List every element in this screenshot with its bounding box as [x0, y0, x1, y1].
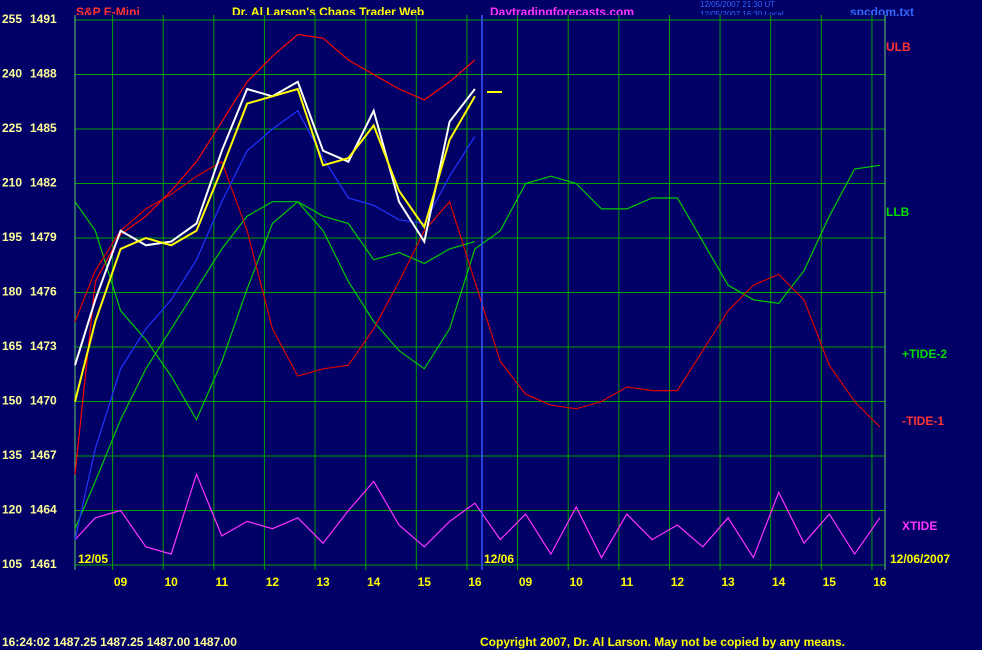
series-label: -TIDE-1 [902, 414, 944, 428]
y-tick-label: 255 [2, 12, 22, 26]
y-tick-label: 150 [2, 394, 22, 408]
series-line [74, 472, 881, 560]
date-label: 12/06/2007 [890, 552, 950, 566]
x-tick-label: 09 [114, 575, 128, 589]
x-tick-label: 13 [316, 575, 330, 589]
y2-tick-label: 1479 [30, 230, 57, 244]
series-label: +TIDE-2 [902, 347, 947, 361]
x-tick-label: 15 [823, 575, 837, 589]
x-tick-label: 13 [721, 575, 735, 589]
plot-area: 105 120 135 150 165 180 195 210 225 240 255 1461 146… [2, 12, 887, 589]
y-tick-label: 135 [2, 448, 22, 462]
y2-tick-label: 1485 [30, 121, 57, 135]
x-tick-label: 11 [620, 575, 633, 589]
y-tick-label: 225 [2, 121, 22, 135]
y-tick-label: 180 [2, 285, 22, 299]
x-tick-label: 12 [671, 575, 685, 589]
x-tick-label: 14 [772, 575, 786, 589]
series-label: ULB [886, 40, 911, 54]
y2-tick-label: 1482 [30, 176, 57, 190]
y2-tick-label: 1491 [30, 12, 57, 26]
y2-tick-label: 1467 [30, 448, 57, 462]
x-tick-label: 10 [165, 575, 179, 589]
series-label: LLB [886, 205, 910, 219]
series-line [74, 33, 476, 475]
x-tick-label: 16 [468, 575, 482, 589]
x-tick-label: 15 [418, 575, 432, 589]
x-tick-label: 12 [266, 575, 280, 589]
y-tick-label: 210 [2, 176, 22, 190]
quote: 16:24:02 1487.25 1487.25 1487.00 1487.00 [2, 635, 237, 649]
x-tick-label: 10 [570, 575, 584, 589]
y2-tick-label: 1470 [30, 394, 57, 408]
x-tick-label: 11 [215, 575, 228, 589]
series-line [74, 164, 880, 529]
series-label: XTIDE [902, 519, 937, 533]
series-line [74, 160, 881, 428]
series-line [74, 200, 476, 422]
y2-tick-label: 1461 [30, 557, 57, 571]
copyright: Copyright 2007, Dr. Al Larson. May not b… [480, 635, 845, 649]
y2-tick-label: 1488 [30, 67, 57, 81]
timestamp: 12/05/2007 16:30 Local [700, 10, 784, 19]
date-label: 12/05 [78, 552, 108, 566]
x-tick-label: 16 [873, 575, 887, 589]
y-tick-label: 120 [2, 503, 22, 517]
date-label: 12/06 [484, 552, 514, 566]
y2-tick-label: 1473 [30, 339, 57, 353]
y-tick-label: 195 [2, 230, 22, 244]
x-tick-label: 09 [519, 575, 533, 589]
series-line [74, 87, 476, 402]
y-tick-label: 165 [2, 339, 22, 353]
y-tick-label: 105 [2, 557, 22, 571]
y-tick-label: 240 [2, 67, 22, 81]
y2-tick-label: 1476 [30, 285, 57, 299]
x-tick-label: 14 [367, 575, 381, 589]
series-line [74, 109, 476, 540]
y2-tick-label: 1464 [30, 503, 57, 517]
timestamp: 12/05/2007 21:30 UT [700, 0, 775, 9]
